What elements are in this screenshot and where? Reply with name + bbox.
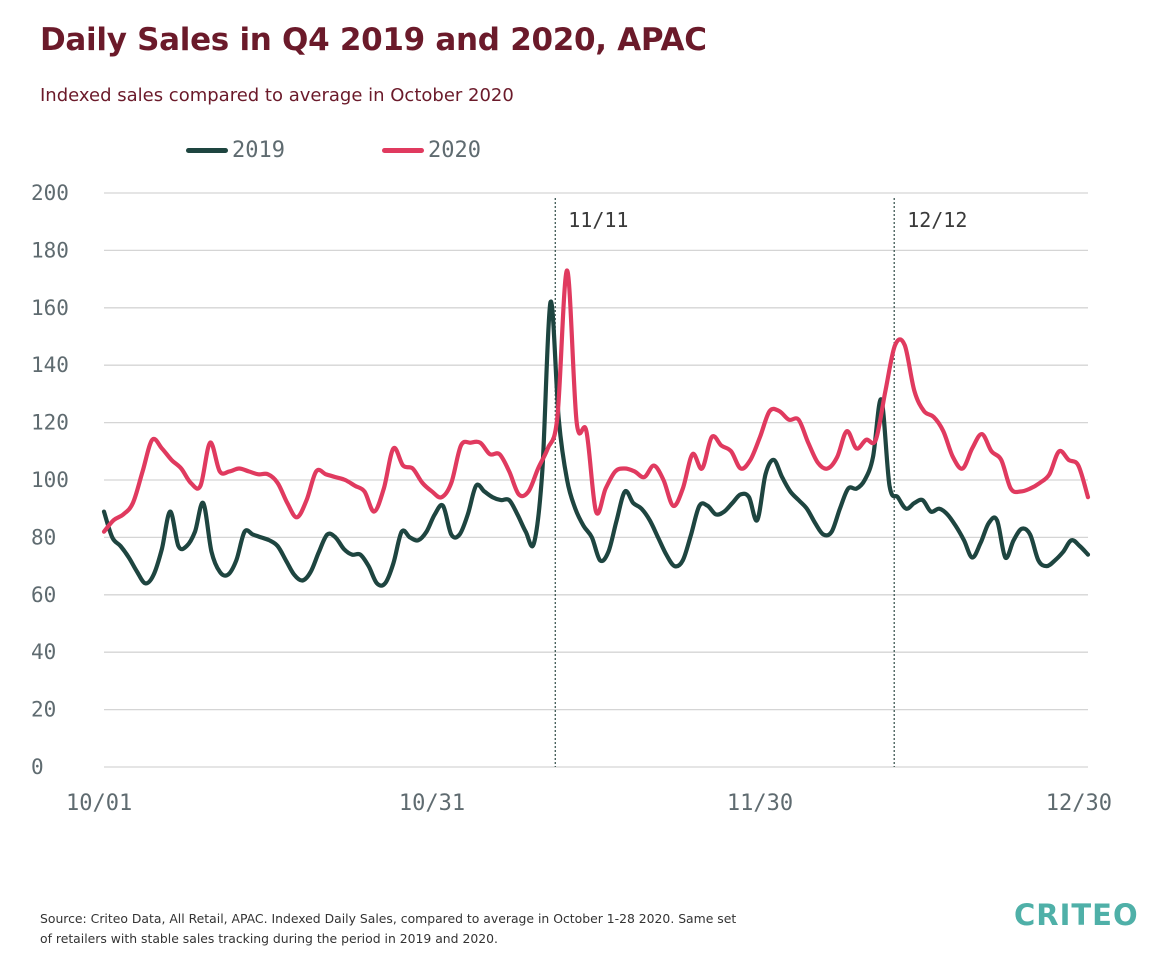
- y-tick-label: 140: [31, 353, 69, 377]
- x-tick-label: 11/30: [727, 791, 793, 816]
- y-tick-label: 200: [31, 181, 69, 205]
- annotations: 11/11 12/12: [554, 198, 967, 767]
- y-tick-label: 80: [31, 525, 56, 549]
- line-chart: 0 20 40 60 80 100 120 140 160 180 200 10/01 10/31 11…: [31, 181, 1112, 816]
- y-axis-tick-labels: 0 20 40 60 80 100 120 140 160 180 200: [31, 181, 69, 779]
- source-note-line-1: Source: Criteo Data, All Retail, APAC. I…: [40, 911, 737, 926]
- y-tick-label: 180: [31, 238, 69, 262]
- legend-label-2020: 2020: [428, 138, 481, 163]
- series-line-2020: [101, 268, 1091, 534]
- series-line-2019: [101, 299, 1091, 588]
- y-tick-label: 120: [31, 411, 69, 435]
- chart-title: Daily Sales in Q4 2019 and 2020, APAC: [40, 22, 707, 58]
- legend: 2019 2020: [0, 138, 1162, 168]
- source-note-line-2: of retailers with stable sales tracking …: [40, 931, 498, 946]
- y-tick-label: 0: [31, 755, 44, 779]
- y-tick-label: 60: [31, 583, 56, 607]
- grid-lines: [104, 192, 1088, 768]
- source-note: Source: Criteo Data, All Retail, APAC. I…: [40, 909, 840, 949]
- x-axis-tick-labels: 10/01 10/31 11/30 12/30: [66, 791, 1112, 816]
- legend-swatch-2019: [186, 148, 228, 153]
- annotation-label: 12/12: [907, 208, 967, 232]
- legend-label-2019: 2019: [232, 138, 285, 163]
- legend-item-2019: 2019: [186, 138, 285, 163]
- series-lines: [101, 268, 1091, 588]
- y-tick-label: 160: [31, 296, 69, 320]
- legend-item-2020: 2020: [382, 138, 481, 163]
- x-tick-label: 10/31: [399, 791, 465, 816]
- criteo-logo: CRITEO: [1014, 898, 1139, 932]
- x-tick-label: 12/30: [1046, 791, 1112, 816]
- chart-subtitle: Indexed sales compared to average in Oct…: [40, 85, 514, 106]
- y-tick-label: 100: [31, 468, 69, 492]
- x-tick-label: 10/01: [66, 791, 132, 816]
- annotation-label: 11/11: [568, 208, 628, 232]
- y-tick-label: 20: [31, 698, 56, 722]
- legend-swatch-2020: [382, 148, 424, 153]
- y-tick-label: 40: [31, 640, 56, 664]
